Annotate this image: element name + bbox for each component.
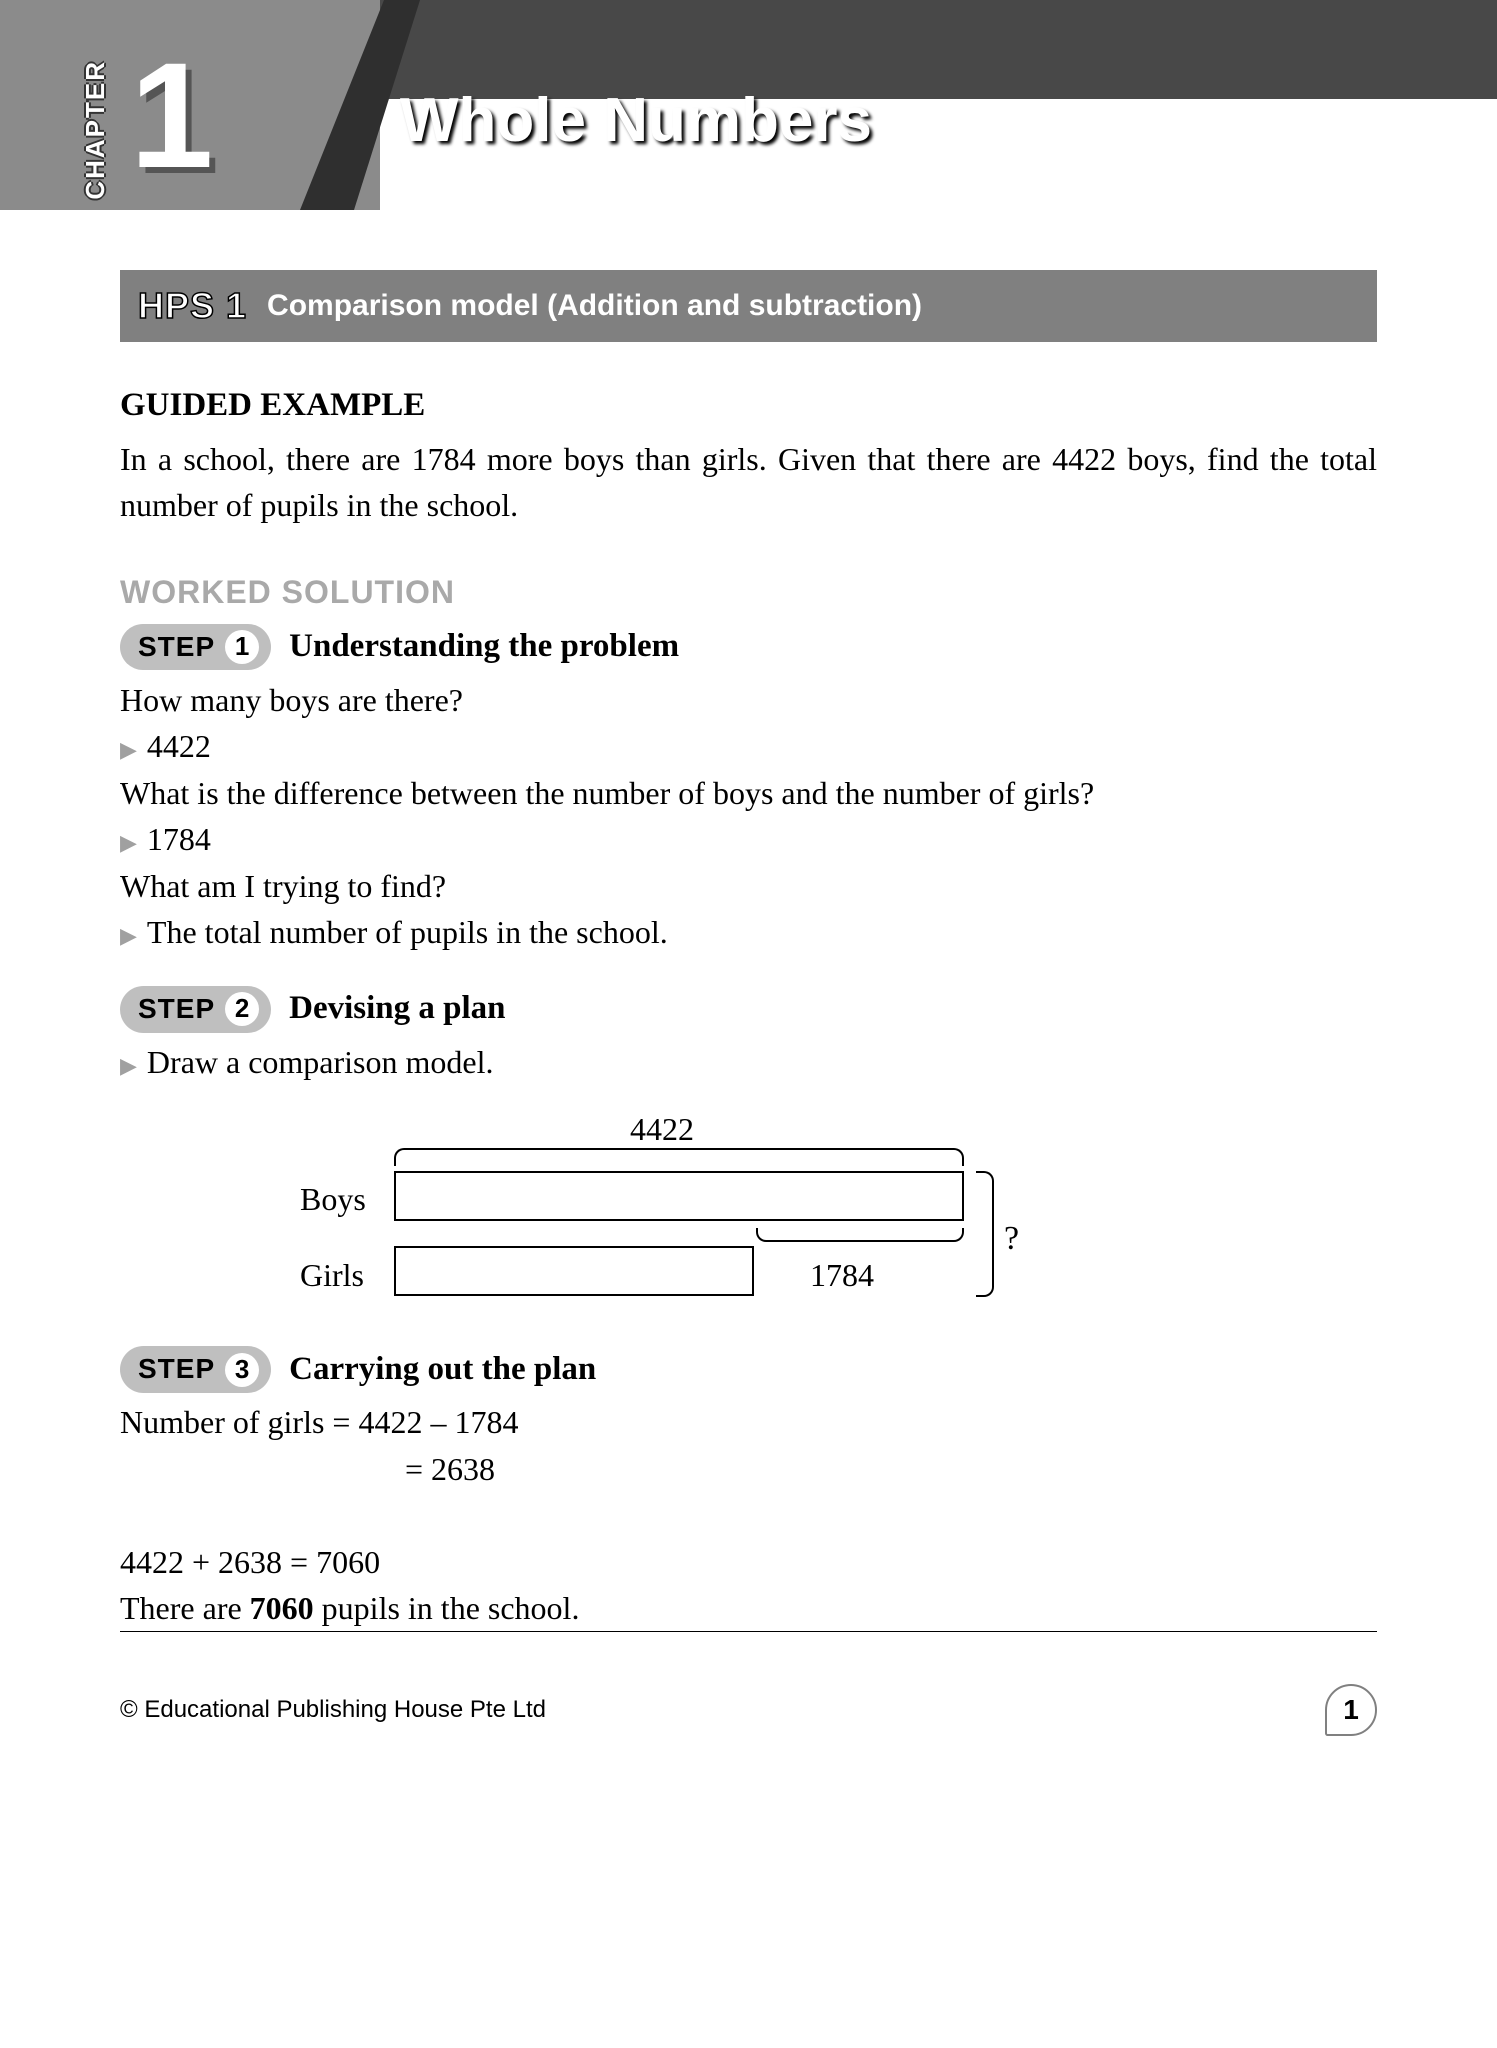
page-number: 1 [1325, 1684, 1377, 1736]
difference-value: 1784 [810, 1252, 874, 1298]
worked-solution-heading: WORKED SOLUTION [120, 569, 1377, 615]
step-number: 1 [225, 630, 259, 664]
brace-difference [756, 1228, 964, 1242]
chapter-number: 1 [130, 40, 213, 190]
boys-bar [394, 1171, 964, 1221]
model-top-value: 4422 [630, 1106, 694, 1152]
copyright-text: © Educational Publishing House Pte Ltd [120, 1696, 546, 1724]
calc-line-1: Number of girls = 4422 – 1784 [120, 1399, 1377, 1445]
step-2-title: Devising a plan [289, 985, 505, 1033]
step1-q3: What am I trying to find? [120, 863, 1377, 909]
step1-q1: How many boys are there? [120, 677, 1377, 723]
calc-line-2: = 2638 [120, 1446, 1377, 1492]
step1-a2: 1784 [120, 816, 1377, 862]
step1-a1: 4422 [120, 723, 1377, 769]
brace-top [394, 1148, 964, 1166]
step-word: STEP [138, 989, 215, 1030]
step-number: 2 [225, 992, 259, 1026]
step-word: STEP [138, 627, 215, 668]
answer-line: There are 7060 pupils in the school. [120, 1585, 1377, 1631]
answer-prefix: There are [120, 1590, 250, 1626]
page-footer: © Educational Publishing House Pte Ltd 1 [0, 1674, 1497, 1776]
chapter-header: CHAPTER 1 Whole Numbers [0, 0, 1497, 230]
step-number: 3 [225, 1353, 259, 1387]
chapter-label: CHAPTER [80, 60, 111, 200]
step-2-header: STEP 2 Devising a plan [120, 985, 1377, 1033]
page-content: HPS 1 Comparison model (Addition and sub… [0, 230, 1497, 1631]
step-pill: STEP 3 [120, 1346, 271, 1393]
step-3-title: Carrying out the plan [289, 1346, 596, 1394]
step-3-header: STEP 3 Carrying out the plan [120, 1346, 1377, 1394]
boys-label: Boys [300, 1176, 366, 1222]
step-pill: STEP 2 [120, 986, 271, 1033]
hps-bar: HPS 1 Comparison model (Addition and sub… [120, 270, 1377, 342]
step2-action: Draw a comparison model. [120, 1039, 1377, 1085]
step-1-header: STEP 1 Understanding the problem [120, 623, 1377, 671]
guided-example-heading: GUIDED EXAMPLE [120, 382, 1377, 430]
hps-label: HPS 1 [138, 280, 247, 332]
step-pill: STEP 1 [120, 624, 271, 671]
step-word: STEP [138, 1349, 215, 1390]
chapter-title: Whole Numbers [400, 85, 872, 156]
answer-suffix: pupils in the school. [314, 1590, 580, 1626]
brace-total [976, 1171, 994, 1297]
hps-description: Comparison model (Addition and subtracti… [267, 284, 922, 328]
answer-value: 7060 [250, 1590, 314, 1626]
girls-label: Girls [300, 1252, 364, 1298]
step1-a3: The total number of pupils in the school… [120, 909, 1377, 955]
unknown-mark: ? [1004, 1214, 1019, 1263]
girls-bar [394, 1246, 754, 1296]
calc-line-3: 4422 + 2638 = 7060 [120, 1539, 1377, 1585]
comparison-bar-model: 4422 Boys Girls 1784 ? [300, 1106, 1200, 1316]
step1-q2: What is the difference between the numbe… [120, 770, 1377, 816]
step-1-title: Understanding the problem [289, 623, 679, 671]
problem-statement: In a school, there are 1784 more boys th… [120, 436, 1377, 529]
footer-rule [120, 1631, 1377, 1644]
